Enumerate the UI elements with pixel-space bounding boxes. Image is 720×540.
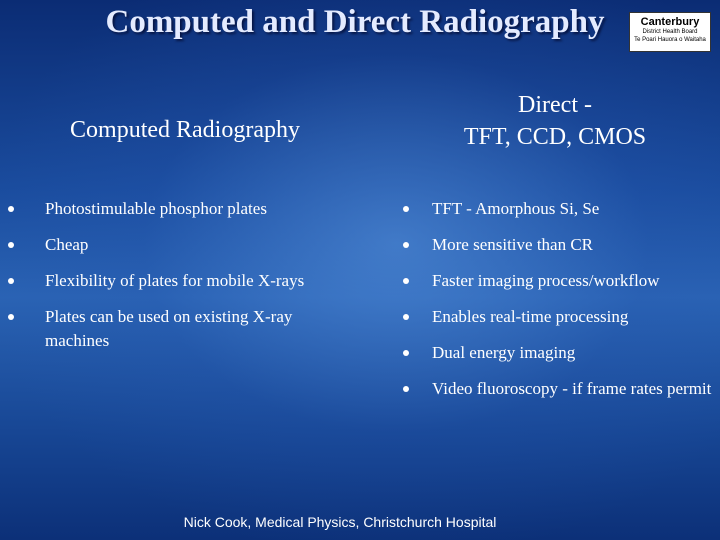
bullet [403,386,409,392]
bullet-item: Plates can be used on existing X-ray mac… [8,305,335,353]
column-heading: Direct - TFT, CCD, CMOS [400,89,710,153]
bullet-item: Faster imaging process/workflow [403,269,712,293]
bullet-text: TFT - Amorphous Si, Se [432,199,600,218]
logo-text: Te Poari Hauora o Waitaha [634,37,706,43]
bullet-text: Enables real-time processing [432,307,629,326]
bullet [403,206,409,212]
logo: Canterbury District Health Board Te Poar… [629,12,711,52]
bullet-list: Photostimulable phosphor plates Cheap Flex… [8,197,335,365]
bullet [403,278,409,284]
bullet-text: Flexibility of plates for mobile X-rays [45,271,305,290]
bullet-text: Dual energy imaging [432,343,576,362]
logo-text: District Health Board [642,29,698,35]
bullet-list: TFT - Amorphous Si, Se More sensitive tha… [403,197,712,413]
slide-title: Computed and Direct Radiography [105,4,605,40]
bullet [8,314,14,320]
heading-line: TFT, CCD, CMOS [463,124,647,150]
heading-line: Computed Radiography [70,117,300,143]
bullet-text: Photostimulable phosphor plates [45,199,267,218]
bullet [403,242,409,248]
logo-text: Canterbury [640,16,700,28]
bullet [8,242,14,248]
bullet-item: Flexibility of plates for mobile X-rays [8,269,335,293]
bullet-item: Enables real-time processing [403,305,712,329]
bullet [8,206,14,212]
bullet [403,350,409,356]
bullet-text: Cheap [45,235,89,254]
bullet-item: Dual energy imaging [403,341,712,365]
bullet-item: Cheap [8,233,335,257]
bullet-item: Video fluoroscopy - if frame rates permi… [403,377,712,401]
bullet-item: More sensitive than CR [403,233,712,257]
bullet [403,314,409,320]
column-heading: Computed Radiography [30,114,340,146]
bullet-item: Photostimulable phosphor plates [8,197,335,221]
footer: Nick Cook, Medical Physics, Christchurch… [183,514,497,530]
bullet-text: Faster imaging process/workflow [432,271,660,290]
bullet-text: Video fluoroscopy - if frame rates permi… [432,379,712,398]
bullet-text: Plates can be used on existing X-ray mac… [45,307,293,350]
bullet-item: TFT - Amorphous Si, Se [403,197,712,221]
bullet-text: More sensitive than CR [432,235,594,254]
heading-line: Direct - [518,92,592,118]
bullet [8,278,14,284]
